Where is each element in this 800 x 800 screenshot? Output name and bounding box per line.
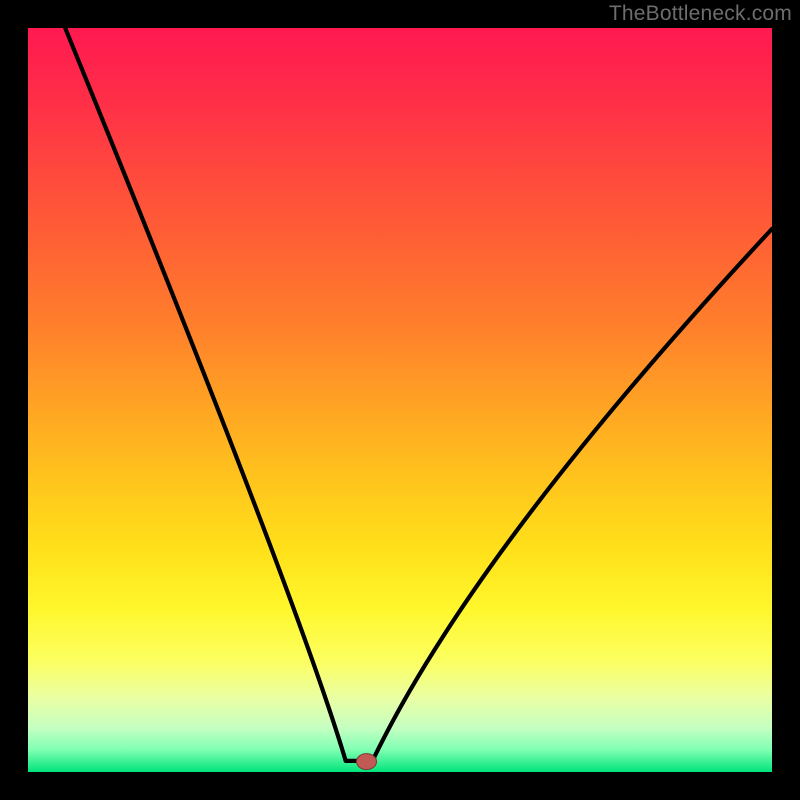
- watermark-text: TheBottleneck.com: [609, 2, 792, 26]
- notch-marker: [357, 754, 377, 770]
- gradient-curve-plot: [0, 0, 800, 800]
- plot-background: [28, 28, 772, 772]
- chart-stage: TheBottleneck.com: [0, 0, 800, 800]
